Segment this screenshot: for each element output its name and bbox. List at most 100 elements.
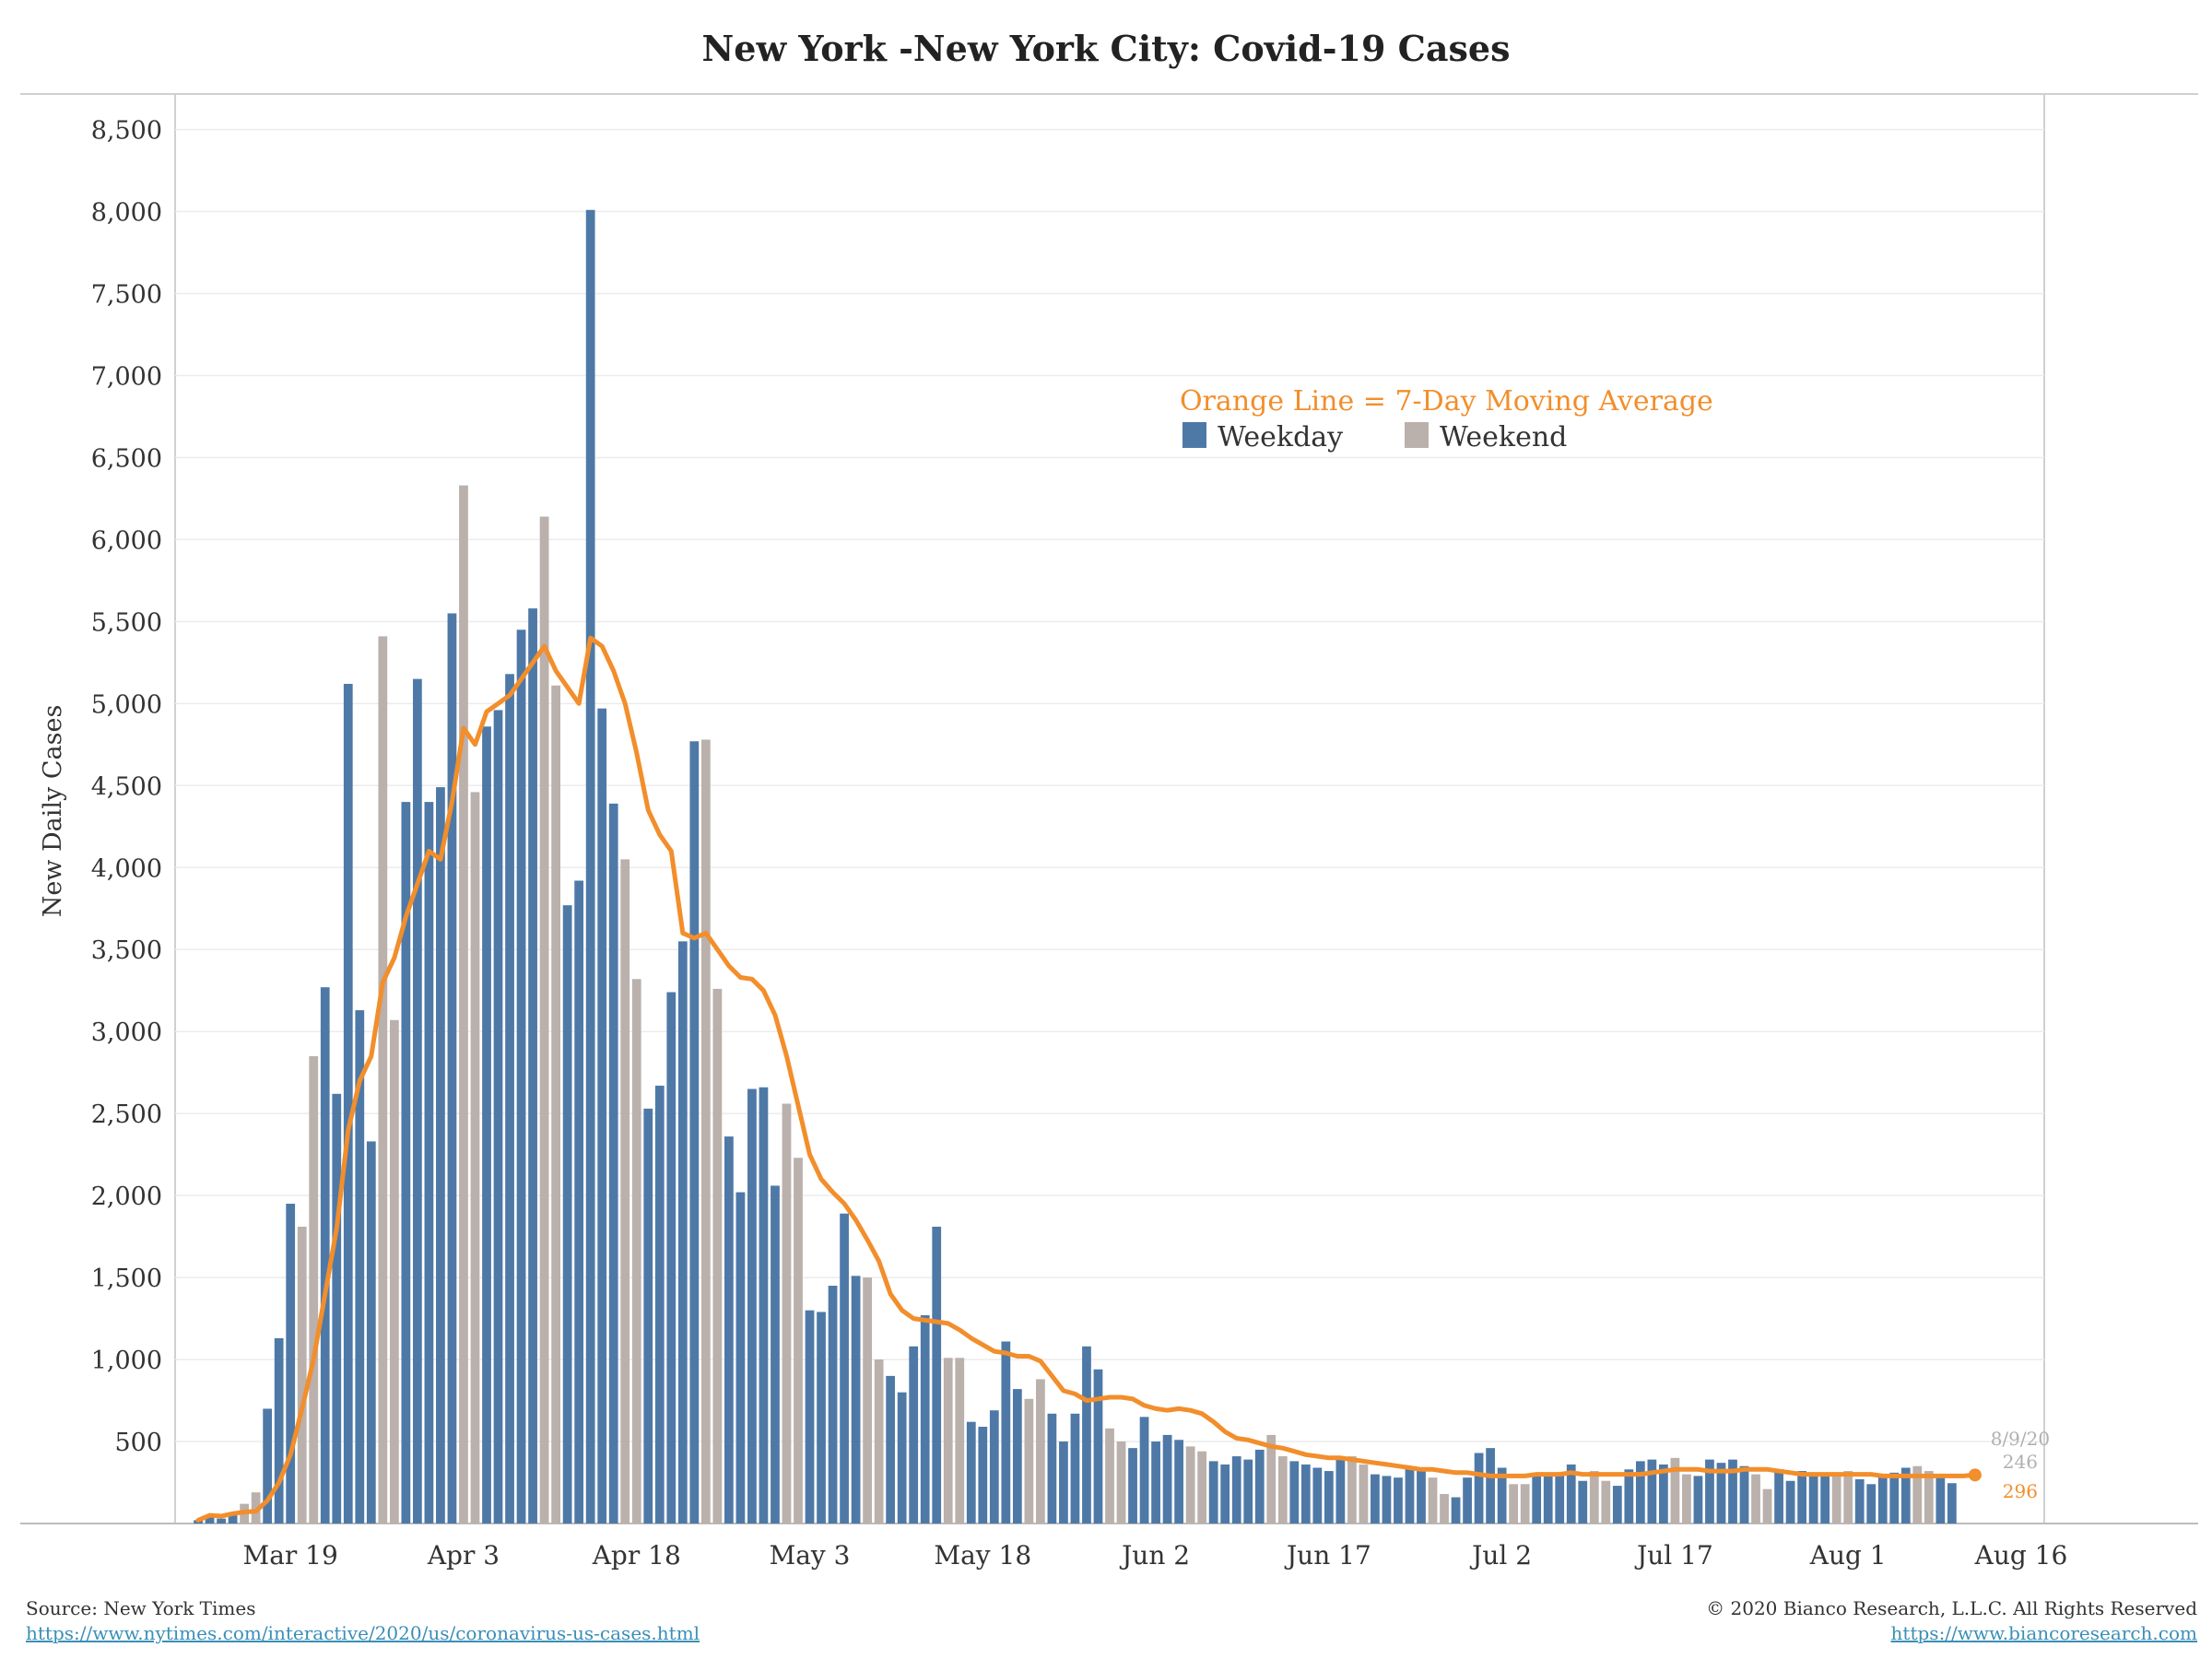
weekday-bar xyxy=(1047,1413,1057,1524)
weekend-bar xyxy=(943,1358,953,1524)
weekday-bar xyxy=(608,803,618,1524)
weekday-bar xyxy=(528,608,537,1524)
weekday-bar xyxy=(1797,1471,1806,1524)
weekday-bar xyxy=(1647,1459,1657,1524)
weekday-bar xyxy=(286,1204,296,1524)
weekday-bar xyxy=(1335,1456,1346,1524)
x-tick-label: Jun 17 xyxy=(1284,1540,1371,1571)
weekday-bar xyxy=(677,941,688,1524)
weekday-bar xyxy=(1300,1464,1311,1524)
site-link[interactable]: https://www.biancoresearch.com xyxy=(1890,1622,2197,1644)
weekend-bar xyxy=(1843,1471,1853,1524)
weekday-bar xyxy=(1497,1467,1507,1524)
y-tick-label: 4,500 xyxy=(91,772,162,801)
weekday-bar xyxy=(401,802,411,1524)
weekend-bar xyxy=(794,1158,803,1524)
weekday-bar xyxy=(505,674,514,1524)
weekday-bar xyxy=(897,1392,907,1524)
weekday-bar xyxy=(1578,1480,1588,1524)
weekend-bar xyxy=(309,1055,319,1524)
weekday-bar xyxy=(1947,1483,1957,1524)
weekday-bar xyxy=(1532,1474,1542,1524)
weekday-bar xyxy=(689,741,700,1524)
weekend-bar xyxy=(297,1226,307,1524)
weekday-bar xyxy=(1254,1449,1265,1524)
weekend-bar xyxy=(1428,1477,1438,1524)
weekend-bar xyxy=(251,1492,261,1524)
weekday-bar xyxy=(978,1427,988,1524)
end-ma-value-label: 296 xyxy=(2003,1480,2038,1502)
legend-label-weekend: Weekend xyxy=(1440,421,1567,453)
weekday-bar xyxy=(562,905,572,1524)
weekend-bar xyxy=(1670,1457,1680,1524)
weekday-bar xyxy=(909,1346,919,1524)
x-tick-label: Aug 1 xyxy=(1809,1540,1887,1571)
weekend-bar xyxy=(1266,1434,1277,1524)
weekend-bar xyxy=(459,485,468,1524)
source-link[interactable]: https://www.nytimes.com/interactive/2020… xyxy=(26,1622,700,1644)
weekend-bar xyxy=(1105,1428,1114,1524)
weekday-bar xyxy=(343,683,353,1524)
weekday-bar xyxy=(597,708,607,1524)
weekday-bar xyxy=(886,1375,896,1524)
x-tick-label: Aug 16 xyxy=(1974,1540,2068,1571)
y-tick-label: 3,000 xyxy=(91,1018,162,1047)
weekend-bar xyxy=(389,1019,399,1524)
y-tick-label: 2,500 xyxy=(91,1100,162,1129)
x-tick-label: Apr 18 xyxy=(592,1540,681,1571)
weekday-bar xyxy=(366,1141,376,1524)
weekday-bar xyxy=(482,726,491,1524)
y-tick-label: 6,500 xyxy=(91,444,162,473)
weekday-bar xyxy=(1417,1469,1426,1524)
weekday-bar xyxy=(1543,1476,1553,1524)
weekend-bar xyxy=(1509,1484,1519,1524)
weekend-bar xyxy=(1116,1441,1126,1524)
weekend-bar xyxy=(620,859,630,1524)
weekday-bar xyxy=(1162,1434,1172,1524)
weekend-bar xyxy=(539,516,549,1524)
weekday-bar xyxy=(1093,1369,1103,1524)
end-date-label: 8/9/20 xyxy=(1991,1428,2050,1450)
weekday-bar xyxy=(1808,1476,1818,1524)
weekday-bar xyxy=(1474,1453,1484,1524)
x-tick-label: May 3 xyxy=(770,1540,851,1571)
x-tick-label: Jun 2 xyxy=(1119,1540,1190,1571)
legend-annotation: Orange Line = 7-Day Moving Average xyxy=(1180,385,1713,418)
weekday-bar xyxy=(1082,1346,1091,1524)
weekday-bar xyxy=(1312,1467,1323,1524)
weekday-bar xyxy=(1208,1461,1218,1524)
weekday-bar xyxy=(1900,1467,1911,1524)
y-tick-label: 7,500 xyxy=(91,281,162,310)
weekend-bar xyxy=(551,685,560,1524)
weekday-bar xyxy=(828,1286,838,1524)
y-tick-label: 5,000 xyxy=(91,690,162,719)
weekday-bar xyxy=(1463,1477,1472,1524)
weekday-bar xyxy=(274,1337,284,1524)
weekday-bar xyxy=(643,1108,653,1524)
weekend-bar xyxy=(1185,1446,1195,1524)
weekend-bar xyxy=(782,1103,792,1524)
weekday-bar xyxy=(1139,1417,1149,1524)
weekend-bar xyxy=(1197,1451,1207,1524)
weekend-bar xyxy=(1520,1484,1530,1524)
weekend-bar xyxy=(1601,1480,1611,1524)
weekend-bar xyxy=(1682,1474,1691,1524)
weekday-bar xyxy=(724,1136,734,1524)
weekend-bar xyxy=(1589,1471,1599,1524)
weekend-bar xyxy=(1831,1474,1841,1524)
y-tick-label: 2,000 xyxy=(91,1182,162,1211)
weekday-bar xyxy=(1716,1463,1726,1524)
weekday-bar xyxy=(1128,1448,1137,1524)
weekday-bar xyxy=(1371,1474,1380,1524)
weekday-bar xyxy=(1854,1478,1865,1524)
weekday-bar xyxy=(1394,1477,1403,1524)
weekday-bar xyxy=(851,1276,861,1524)
weekday-bar xyxy=(1728,1459,1737,1524)
weekend-bar xyxy=(700,739,711,1524)
weekday-bar xyxy=(1739,1465,1749,1524)
weekday-bar xyxy=(493,710,503,1524)
weekday-bar xyxy=(585,209,595,1524)
weekday-bar xyxy=(1820,1476,1830,1524)
weekend-bar xyxy=(1277,1456,1288,1524)
